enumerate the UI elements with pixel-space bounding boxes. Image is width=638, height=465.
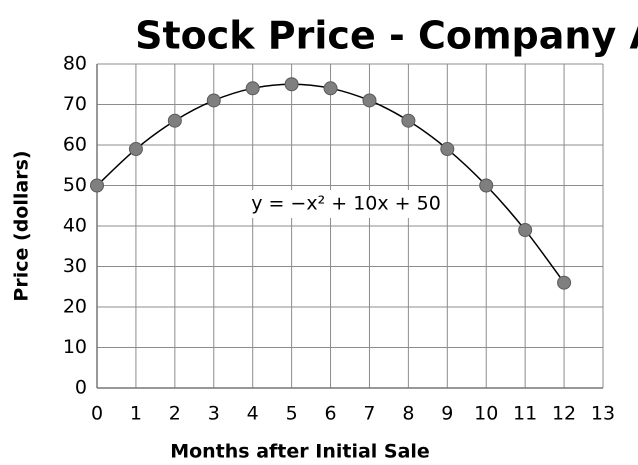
y-tick-label: 40 xyxy=(63,215,87,237)
x-tick-label: 13 xyxy=(591,403,615,425)
data-point xyxy=(518,223,533,238)
data-point xyxy=(401,113,416,128)
x-tick-label: 6 xyxy=(324,403,336,425)
y-tick-label: 30 xyxy=(63,255,87,277)
x-tick-label: 0 xyxy=(91,403,103,425)
data-point xyxy=(362,93,377,108)
y-tick-label: 80 xyxy=(63,53,87,75)
y-tick-label: 20 xyxy=(63,296,87,318)
x-tick-label: 3 xyxy=(208,403,220,425)
y-tick-label: 50 xyxy=(63,174,87,196)
y-tick-label: 60 xyxy=(63,134,87,156)
data-point xyxy=(206,93,221,108)
data-point xyxy=(245,81,260,96)
chart-title: Stock Price - Company A xyxy=(135,14,638,58)
x-tick-label: 12 xyxy=(552,403,576,425)
x-tick-label: 4 xyxy=(247,403,259,425)
x-tick-label: 8 xyxy=(402,403,414,425)
data-point xyxy=(479,178,494,193)
y-tick-label: 10 xyxy=(63,336,87,358)
x-tick-label: 7 xyxy=(363,403,375,425)
data-point xyxy=(167,113,182,128)
data-point xyxy=(90,178,104,193)
x-tick-label: 2 xyxy=(169,403,181,425)
data-point xyxy=(440,142,455,157)
x-tick-label: 11 xyxy=(513,403,537,425)
data-point xyxy=(128,142,143,157)
y-tick-label: 0 xyxy=(75,377,87,399)
data-point xyxy=(284,77,299,92)
x-tick-label: 5 xyxy=(286,403,298,425)
x-tick-label: 10 xyxy=(474,403,498,425)
annotation-bg xyxy=(248,190,444,218)
x-tick-label: 1 xyxy=(130,403,142,425)
y-tick-label: 70 xyxy=(63,93,87,115)
x-tick-label: 9 xyxy=(441,403,453,425)
x-axis-label: Months after Initial Sale xyxy=(170,441,430,463)
annotation: y = −x² + 10x + 50 xyxy=(251,193,441,215)
data-point xyxy=(557,275,572,290)
data-point xyxy=(323,81,338,96)
y-axis-label: Price (dollars) xyxy=(11,150,33,301)
